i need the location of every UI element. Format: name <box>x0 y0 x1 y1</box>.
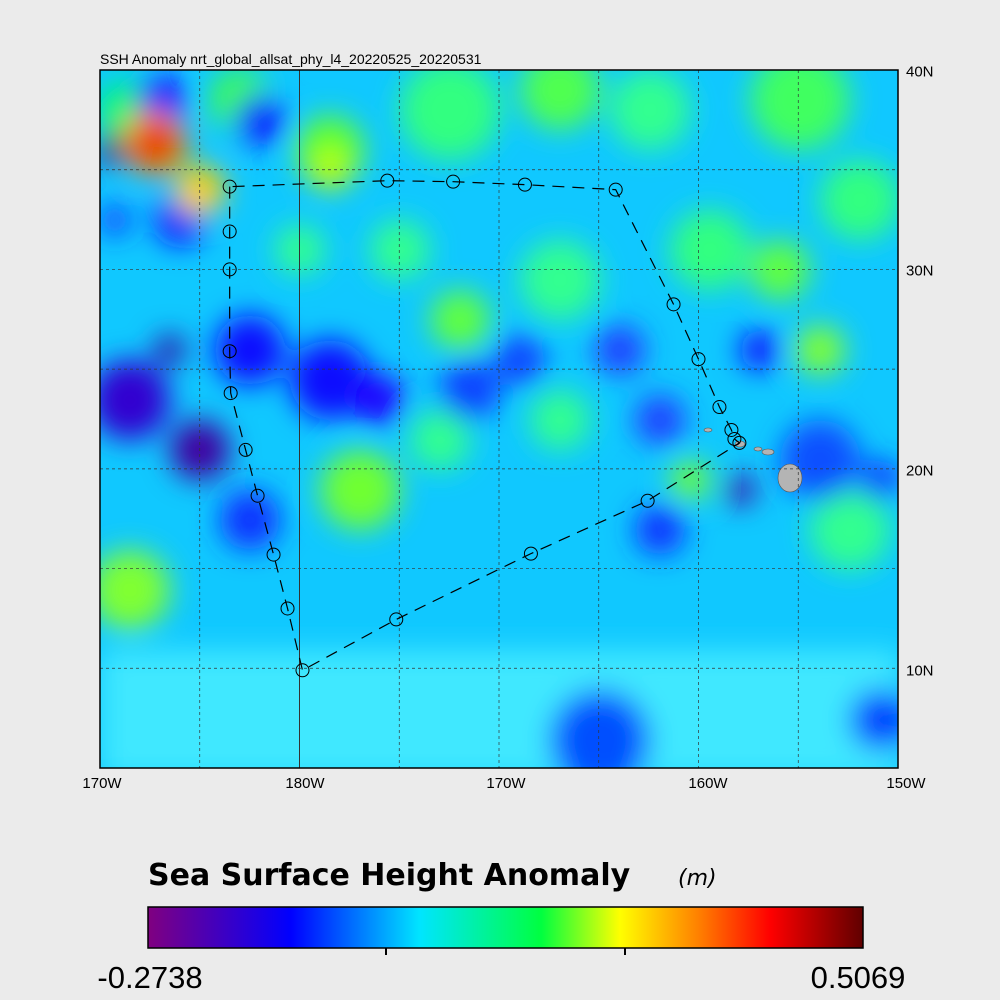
track-waypoint <box>238 442 253 457</box>
island <box>753 446 763 452</box>
track-waypoint <box>280 601 295 616</box>
track-waypoint <box>222 179 237 194</box>
ssh-anomaly-blob <box>520 240 600 320</box>
map-title: SSH Anomaly nrt_global_allsat_phy_l4_202… <box>100 51 482 67</box>
ssh-anomaly-blob <box>750 70 850 150</box>
ssh-anomaly-blob <box>750 240 810 300</box>
ssh-anomaly-blob <box>320 450 400 530</box>
ssh-anomaly-blob <box>860 460 898 500</box>
island <box>777 463 803 493</box>
ssh-anomaly-blob <box>670 210 750 290</box>
track-line <box>229 180 741 672</box>
track-waypoint <box>523 546 538 561</box>
ssh-anomaly-blob <box>610 70 690 150</box>
y-tick-label: 30N <box>906 262 934 280</box>
ssh-anomaly-blob <box>100 135 125 165</box>
ssh-anomaly-blob <box>670 460 710 500</box>
ssh-anomaly-blob <box>820 160 898 240</box>
track-waypoint <box>223 386 238 401</box>
colorbar-unit: (m) <box>678 866 717 891</box>
ssh-anomaly-blob <box>530 390 590 450</box>
ssh-anomaly-blob <box>355 375 405 425</box>
ssh-anomaly-blob <box>215 315 285 385</box>
track-waypoint <box>732 435 747 450</box>
track-waypoint <box>266 547 281 562</box>
track-waypoint <box>295 663 310 678</box>
ssh-anomaly-blob <box>850 690 898 750</box>
y-tick-label: 20N <box>906 462 934 480</box>
track-waypoint <box>380 173 395 188</box>
ssh-anomaly-blob <box>220 490 280 550</box>
ssh-anomaly-blob <box>795 325 845 375</box>
track-waypoint <box>666 297 681 312</box>
track-waypoint <box>691 352 706 367</box>
track-waypoint <box>608 182 623 197</box>
ssh-anomaly-blob <box>740 330 780 370</box>
ssh-anomaly-blob <box>635 505 685 555</box>
ssh-anomaly-blob <box>370 220 430 280</box>
ssh-anomaly-blob <box>290 340 370 420</box>
track-waypoint <box>446 174 461 189</box>
track-waypoint <box>517 177 532 192</box>
island <box>734 440 746 448</box>
y-tick-label: 40N <box>906 63 934 81</box>
ssh-anomaly-blob <box>400 70 500 160</box>
map-frame <box>99 69 899 769</box>
ssh-anomaly-blob <box>100 550 170 630</box>
x-tick-label: 170W <box>82 775 122 792</box>
x-tick-label: 170W <box>486 775 526 792</box>
x-tick-label: 180W <box>285 775 325 792</box>
colorbar-max-label: 0.5069 <box>810 960 906 995</box>
track-waypoint <box>222 344 237 359</box>
ssh-anomaly-blob <box>137 125 173 161</box>
ssh-anomaly-blob <box>595 325 645 375</box>
ssh-anomaly-blob <box>520 70 600 130</box>
track-waypoint <box>250 488 265 503</box>
ssh-anomaly-blob <box>100 205 130 235</box>
track-waypoint <box>724 422 739 437</box>
ssh-anomaly-blob <box>430 290 490 350</box>
ssh-field-patch <box>100 650 898 768</box>
x-tick-label: 150W <box>886 775 926 792</box>
ssh-anomaly-blob <box>550 690 650 768</box>
colorbar-title: Sea Surface Height Anomaly <box>148 858 631 893</box>
y-tick-label: 10N <box>906 662 934 680</box>
ssh-anomaly-blob <box>440 360 500 420</box>
ssh-anomaly-blob <box>635 395 685 445</box>
colorbar-min-label: -0.2738 <box>97 960 203 995</box>
x-tick-label: 160W <box>688 775 728 792</box>
track-waypoint <box>640 493 655 508</box>
colorbar <box>147 906 864 949</box>
ssh-anomaly-blob <box>155 335 185 365</box>
ssh-anomaly-blob <box>235 95 285 145</box>
ssh-anomaly-blob <box>495 335 545 385</box>
island <box>703 427 713 433</box>
ssh-anomaly-blob <box>810 490 890 570</box>
ssh-anomaly-blob <box>410 410 470 470</box>
track-waypoint <box>712 400 727 415</box>
track-waypoint <box>222 224 237 239</box>
track-waypoint <box>389 612 404 627</box>
island <box>761 448 775 456</box>
track-waypoint <box>222 262 237 277</box>
ssh-anomaly-blob <box>100 360 170 440</box>
ssh-anomaly-blob <box>725 475 755 505</box>
track-waypoint <box>727 431 742 446</box>
